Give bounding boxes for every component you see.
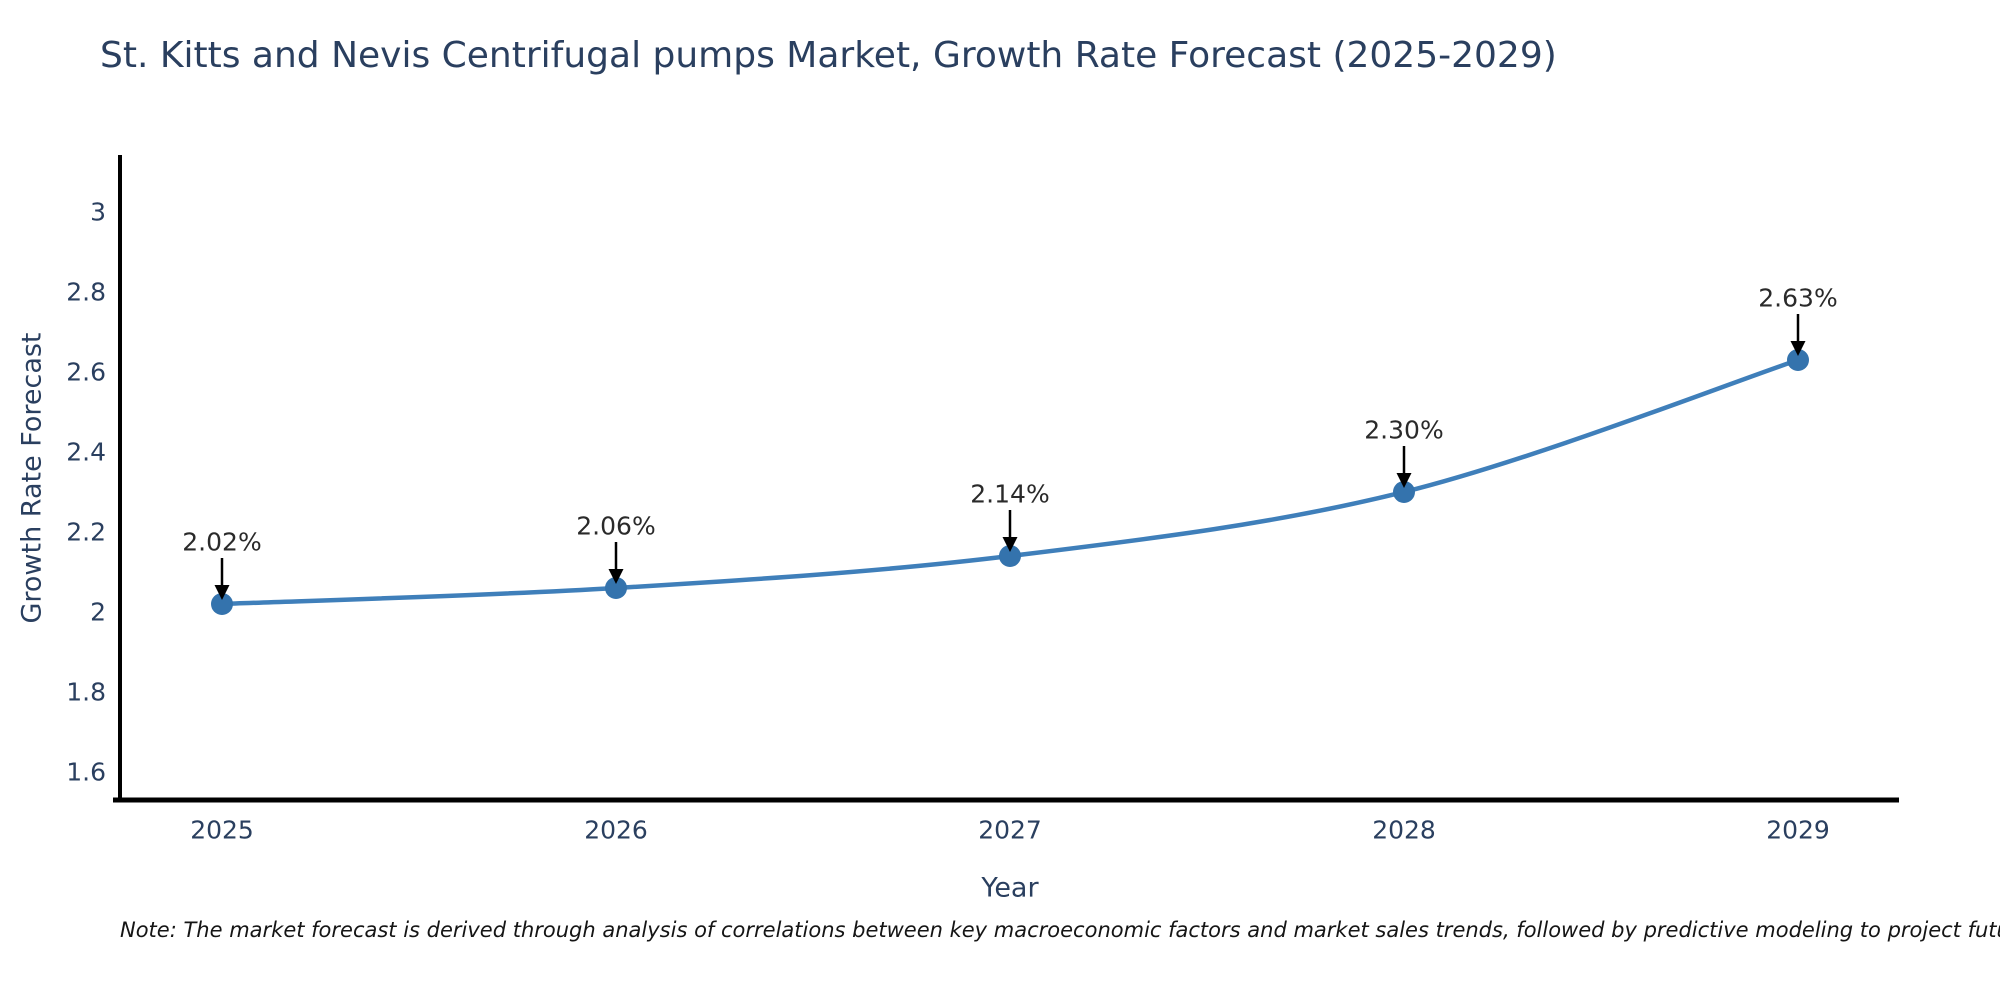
x-tick-label: 2028	[1372, 816, 1436, 845]
annotation-arrowhead-icon	[214, 585, 230, 600]
x-tick-label: 2025	[190, 816, 254, 845]
annotation-label: 2.14%	[970, 480, 1049, 509]
chart-title: St. Kitts and Nevis Centrifugal pumps Ma…	[100, 35, 1557, 76]
x-tick-label: 2027	[978, 816, 1042, 845]
annotation-arrowhead-icon	[1396, 473, 1412, 488]
y-tick-label: 2.4	[66, 438, 106, 467]
y-tick-label: 2	[90, 598, 106, 627]
y-axis-title: Growth Rate Forecast	[16, 332, 48, 624]
y-tick-label: 1.8	[66, 678, 106, 707]
annotation-label: 2.63%	[1758, 284, 1837, 313]
x-tick-label: 2029	[1766, 816, 1830, 845]
y-tick-label: 2.2	[66, 518, 106, 547]
x-axis-title: Year	[981, 872, 1039, 904]
data-point-marker	[1787, 349, 1809, 371]
annotation-label: 2.02%	[182, 528, 261, 557]
data-point-marker	[999, 545, 1021, 567]
annotation-arrowhead-icon	[1790, 341, 1806, 356]
annotation-label: 2.06%	[576, 512, 655, 541]
data-point-marker	[605, 577, 627, 599]
annotation-label: 2.30%	[1364, 416, 1443, 445]
annotation-arrowhead-icon	[608, 569, 624, 584]
data-point-marker	[211, 593, 233, 615]
y-tick-label: 2.8	[66, 278, 106, 307]
annotation-arrowhead-icon	[1002, 537, 1018, 552]
y-tick-label: 3	[90, 198, 106, 227]
data-point-marker	[1393, 481, 1415, 503]
y-tick-label: 2.6	[66, 358, 106, 387]
x-tick-label: 2026	[584, 816, 648, 845]
y-tick-label: 1.6	[66, 758, 106, 787]
footnote: Note: The market forecast is derived thr…	[120, 918, 2000, 942]
